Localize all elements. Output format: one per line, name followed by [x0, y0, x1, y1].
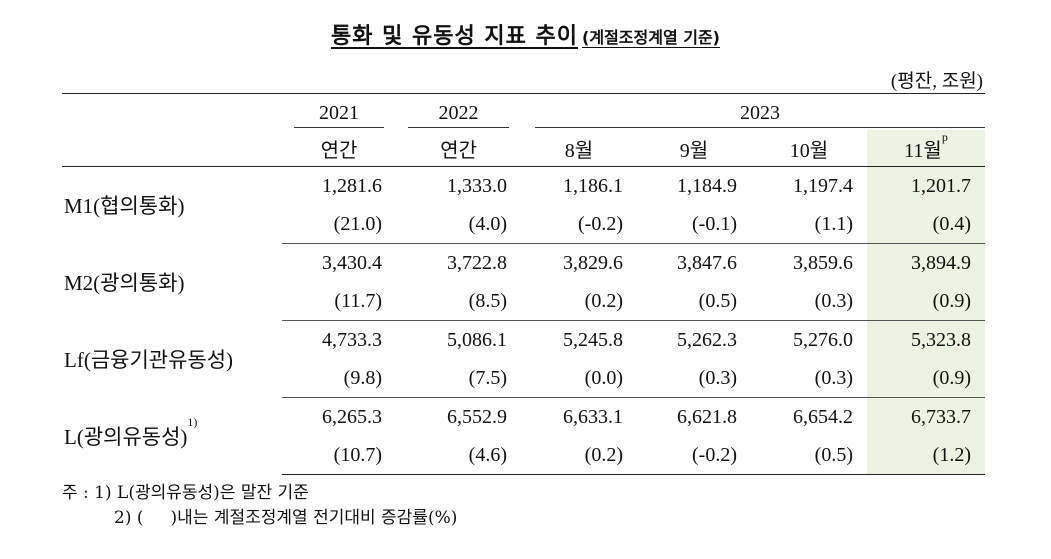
value-cell: 1,197.4	[793, 174, 853, 197]
change-cell: (0.9)	[867, 282, 985, 321]
title-subtitle: (계절조정계열 기준)	[582, 28, 720, 47]
title-main: 통화 및 유동성 지표 추이	[330, 24, 579, 49]
header-period-row: 연간 연간 8월 9월 10월 11월p	[62, 130, 985, 167]
row-label: Lf(금융기관유동성)	[64, 348, 234, 372]
preliminary-mark: p	[941, 129, 948, 144]
value-cell: 3,859.6	[793, 251, 853, 274]
header-period: 8월	[564, 139, 594, 162]
value-cell: 3,894.9	[867, 243, 985, 282]
change-cell: (0.3)	[751, 359, 867, 398]
footnote-1: 주 : 1) L(광의유동성)은 말잔 기준	[62, 483, 309, 503]
header-year-2023: 2023	[521, 94, 985, 131]
value-cell: 6,621.8	[677, 405, 737, 428]
table-row: (11.7) (8.5) (0.2) (0.5) (0.3) (0.9)	[62, 282, 985, 321]
header-period: 연간	[440, 139, 477, 162]
change-cell: (0.3)	[751, 282, 867, 321]
change-cell: (4.0)	[396, 205, 521, 244]
value-cell: 5,245.8	[563, 328, 623, 351]
change-cell: (11.7)	[282, 282, 396, 321]
value-cell: 4,733.3	[322, 328, 382, 351]
change-cell: (9.8)	[282, 359, 396, 398]
row-label: M2(광의통화)	[64, 271, 185, 295]
change-cell: (0.5)	[751, 436, 867, 475]
value-cell: 1,281.6	[322, 174, 382, 197]
change-cell: (10.7)	[282, 436, 396, 475]
value-cell: 3,829.6	[563, 251, 623, 274]
header-period-latest: 11월p	[867, 130, 985, 167]
change-cell: (0.9)	[867, 359, 985, 398]
change-cell: (4.6)	[396, 436, 521, 475]
change-cell: (-0.1)	[637, 205, 751, 244]
change-cell: (0.2)	[521, 282, 637, 321]
change-cell: (21.0)	[282, 205, 396, 244]
change-cell: (-0.2)	[521, 205, 637, 244]
value-cell: 5,323.8	[867, 320, 985, 359]
value-cell: 6,654.2	[793, 405, 853, 428]
footnote-mark: 1)	[187, 415, 198, 429]
value-cell: 6,633.1	[563, 405, 623, 428]
value-cell: 6,265.3	[322, 405, 382, 428]
change-cell: (0.4)	[867, 205, 985, 244]
footnotes: 주 : 1) L(광의유동성)은 말잔 기준 2) ( )내는 계절조정계열 전…	[62, 481, 457, 531]
table-row: M2(광의통화) 3,430.4 3,722.8 3,829.6 3,847.6…	[62, 243, 985, 295]
value-cell: 3,847.6	[677, 251, 737, 274]
value-cell: 3,722.8	[447, 251, 507, 274]
header-year-2021: 2021	[282, 94, 396, 131]
header-period: 연간	[320, 139, 358, 162]
change-cell: (8.5)	[396, 282, 521, 321]
table-row: Lf(금융기관유동성) 4,733.3 5,086.1 5,245.8 5,26…	[62, 320, 985, 372]
value-cell: 1,186.1	[563, 174, 623, 197]
change-cell: (0.2)	[521, 436, 637, 475]
table-row: (21.0) (4.0) (-0.2) (-0.1) (1.1) (0.4)	[62, 205, 985, 244]
header-year-row: 2021 2022 2023	[62, 93, 985, 131]
value-cell: 6,552.9	[447, 405, 507, 428]
change-cell: (0.5)	[637, 282, 751, 321]
value-cell: 1,333.0	[447, 174, 507, 197]
value-cell: 1,184.9	[677, 174, 737, 197]
header-blank	[62, 94, 282, 131]
value-cell: 5,262.3	[677, 328, 737, 351]
value-cell: 3,430.4	[322, 251, 382, 274]
liquidity-table: 2021 2022 2023 연간 연간 8월 9월 10월 11월p M1(협…	[62, 93, 985, 475]
row-label: M1(협의통화)	[64, 194, 185, 219]
header-period: 10월	[789, 139, 829, 162]
header-year-2022: 2022	[396, 94, 521, 131]
footnote-2: 2) ( )내는 계절조정계열 전기대비 증감률(%)	[114, 508, 458, 528]
value-cell: 1,201.7	[867, 166, 985, 205]
change-cell: (-0.2)	[637, 436, 751, 475]
table-row: (9.8) (7.5) (0.0) (0.3) (0.3) (0.9)	[62, 359, 985, 398]
header-period: 9월	[679, 139, 709, 162]
table-row: (10.7) (4.6) (0.2) (-0.2) (0.5) (1.2)	[62, 436, 985, 475]
table-row: L(광의유동성)1) 6,265.3 6,552.9 6,633.1 6,621…	[62, 397, 985, 449]
change-cell: (1.2)	[867, 436, 985, 475]
value-cell: 5,086.1	[447, 328, 507, 351]
change-cell: (1.1)	[751, 205, 867, 244]
unit-note: (평잔, 조원)	[890, 71, 983, 92]
row-label: L(광의유동성)1)	[64, 415, 198, 449]
value-cell: 5,276.0	[793, 328, 853, 351]
table-row: M1(협의통화) 1,281.6 1,333.0 1,186.1 1,184.9…	[62, 166, 985, 218]
table-title: 통화 및 유동성 지표 추이 (계절조정계열 기준)	[0, 18, 1051, 50]
change-cell: (0.0)	[521, 359, 637, 398]
change-cell: (7.5)	[396, 359, 521, 398]
value-cell: 6,733.7	[867, 397, 985, 436]
change-cell: (0.3)	[637, 359, 751, 398]
